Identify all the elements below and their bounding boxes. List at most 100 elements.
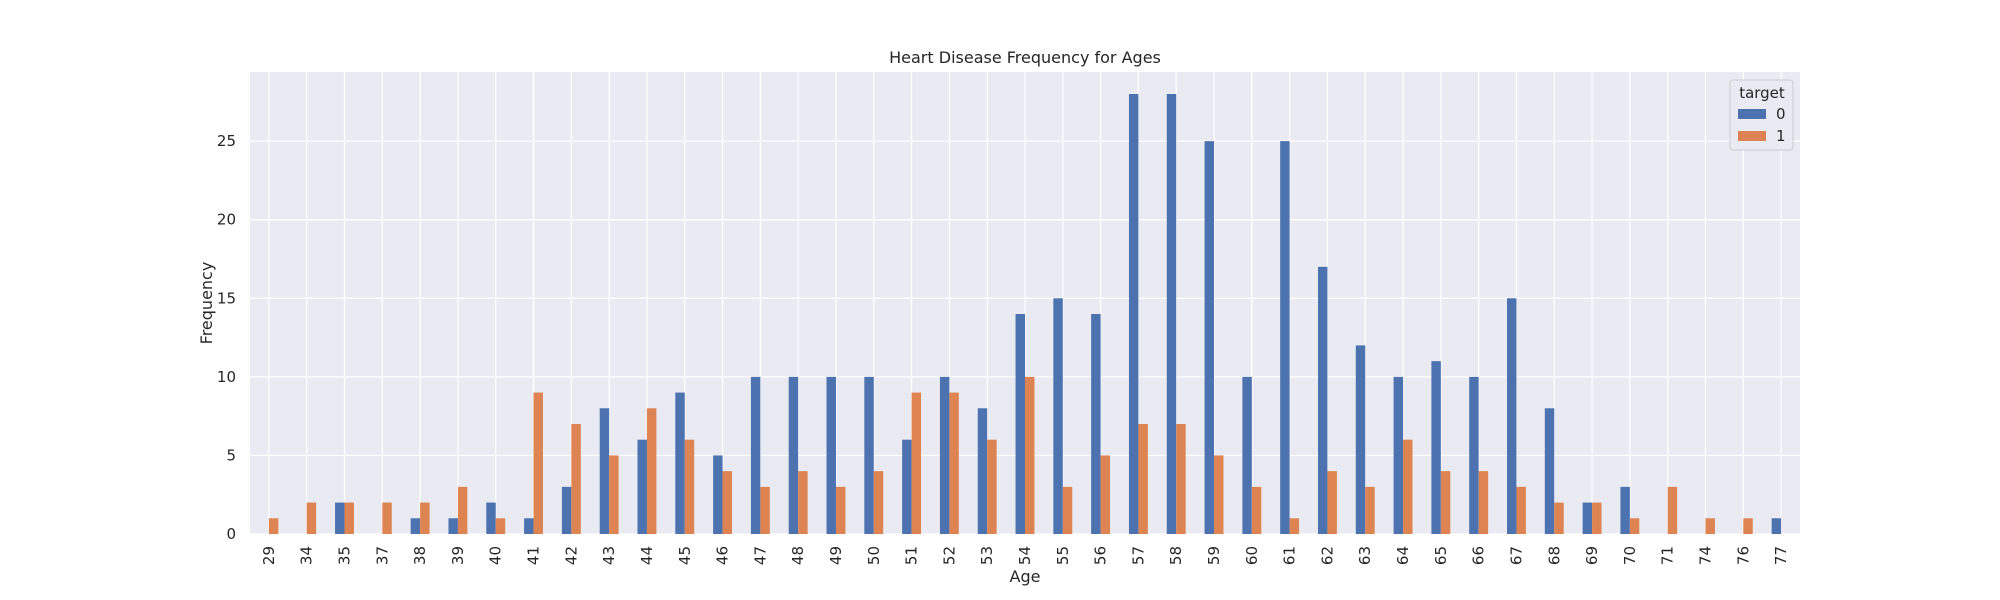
x-tick-label: 67 [1507, 546, 1525, 565]
bar-target-0-age-47 [750, 376, 761, 534]
x-tick-label: 50 [865, 546, 883, 565]
bar-target-1-age-38 [420, 502, 430, 534]
bar-target-0-age-35 [335, 502, 345, 534]
x-tick-label: 63 [1356, 546, 1374, 565]
x-tick-label: 45 [676, 546, 694, 565]
x-tick-label: 37 [373, 546, 391, 565]
bar-target-0-age-39 [448, 518, 458, 534]
chart-title: Heart Disease Frequency for Ages [889, 48, 1161, 67]
bar-target-0-age-48 [788, 376, 799, 534]
x-tick-label: 64 [1394, 546, 1412, 565]
bar-target-1-age-46 [722, 471, 733, 534]
x-tick-label: 38 [411, 546, 429, 565]
legend-title: target [1739, 84, 1785, 102]
bar-target-0-age-61 [1280, 141, 1290, 534]
x-tick-label: 41 [525, 546, 543, 565]
bar-target-1-age-55 [1062, 486, 1073, 534]
bar-target-1-age-74 [1705, 518, 1715, 534]
x-tick-label: 47 [751, 546, 769, 565]
x-tick-label: 49 [827, 546, 845, 565]
bar-target-0-age-59 [1204, 141, 1215, 534]
x-tick-label: 61 [1281, 546, 1299, 565]
x-tick-label: 68 [1545, 546, 1563, 565]
bar-target-1-age-48 [798, 471, 808, 534]
bar-target-0-age-68 [1544, 408, 1555, 534]
x-tick-label: 55 [1054, 546, 1072, 565]
bar-target-1-age-76 [1743, 518, 1753, 534]
bar-target-0-age-65 [1431, 361, 1441, 534]
bar-target-0-age-51 [902, 439, 912, 534]
x-tick-label: 40 [487, 546, 505, 565]
bar-target-0-age-60 [1242, 376, 1252, 534]
bar-target-0-age-54 [1015, 314, 1025, 534]
bar-target-1-age-29 [268, 518, 279, 534]
bar-target-0-age-62 [1317, 266, 1328, 534]
bar-target-1-age-54 [1025, 376, 1035, 534]
y-tick-label: 10 [217, 368, 236, 386]
bar-target-1-age-69 [1592, 502, 1602, 534]
bar-target-1-age-63 [1365, 486, 1375, 534]
bar-target-1-age-62 [1327, 471, 1337, 534]
x-tick-label: 51 [903, 546, 921, 565]
bar-target-0-age-41 [524, 518, 534, 534]
x-tick-label: 59 [1205, 546, 1223, 565]
y-tick-label: 0 [226, 525, 236, 543]
y-tick-label: 15 [217, 289, 236, 307]
x-tick-label: 52 [940, 546, 958, 565]
x-axis-title: Age [1010, 567, 1041, 586]
legend-label-1: 1 [1776, 127, 1786, 145]
bar-target-0-age-38 [410, 518, 421, 534]
x-tick-label: 57 [1129, 546, 1147, 565]
bar-target-0-age-43 [599, 408, 610, 534]
legend: target 0 1 [1729, 79, 1794, 151]
bar-target-1-age-34 [306, 502, 317, 534]
bar-target-1-age-57 [1138, 424, 1148, 534]
y-tick-label: 20 [217, 211, 236, 229]
x-tick-label: 43 [600, 546, 618, 565]
bar-target-0-age-50 [864, 376, 874, 534]
bar-target-0-age-70 [1620, 486, 1630, 534]
y-tick-label: 5 [226, 446, 236, 464]
bar-target-1-age-50 [873, 471, 884, 534]
bar-target-1-age-51 [911, 392, 922, 534]
bar-target-1-age-65 [1440, 471, 1451, 534]
x-tick-label: 34 [298, 546, 316, 565]
bar-target-1-age-45 [684, 439, 695, 534]
bar-target-1-age-68 [1554, 502, 1564, 534]
x-tick-label: 58 [1167, 546, 1185, 565]
x-tick-label: 77 [1772, 546, 1790, 565]
bar-target-1-age-39 [457, 486, 468, 534]
bar-target-1-age-60 [1251, 486, 1262, 534]
bar-target-1-age-59 [1214, 455, 1224, 534]
bar-target-0-age-52 [939, 376, 950, 534]
bar-target-0-age-40 [486, 502, 496, 534]
legend-label-0: 0 [1776, 105, 1786, 123]
bar-target-1-age-67 [1516, 486, 1526, 534]
bar-target-1-age-71 [1667, 486, 1678, 534]
bar-target-1-age-35 [344, 502, 354, 534]
x-tick-label: 56 [1092, 546, 1110, 565]
x-tick-label: 70 [1621, 546, 1639, 565]
bar-target-0-age-56 [1091, 314, 1101, 534]
x-tick-label: 76 [1734, 546, 1752, 565]
x-tick-label: 62 [1318, 546, 1336, 565]
bar-target-0-age-69 [1582, 502, 1593, 534]
bar-target-1-age-41 [533, 392, 543, 534]
bar-target-0-age-58 [1166, 94, 1177, 534]
bar-target-1-age-64 [1403, 439, 1413, 534]
bar-target-0-age-64 [1393, 376, 1404, 534]
legend-swatch-1 [1738, 131, 1766, 141]
bar-target-0-age-77 [1771, 518, 1782, 534]
bar-target-0-age-55 [1053, 298, 1063, 534]
bar-target-1-age-53 [987, 439, 997, 534]
x-tick-label: 35 [336, 546, 354, 565]
y-axis-title: Frequency [197, 262, 216, 345]
bar-target-1-age-49 [835, 486, 846, 534]
x-tick-label: 65 [1432, 546, 1450, 565]
bar-target-0-age-53 [977, 408, 988, 534]
x-tick-label: 74 [1696, 546, 1714, 565]
bar-target-0-age-45 [675, 392, 685, 534]
x-tick-label: 46 [714, 546, 732, 565]
x-tick-label: 71 [1659, 546, 1677, 565]
bar-target-1-age-52 [949, 392, 959, 534]
